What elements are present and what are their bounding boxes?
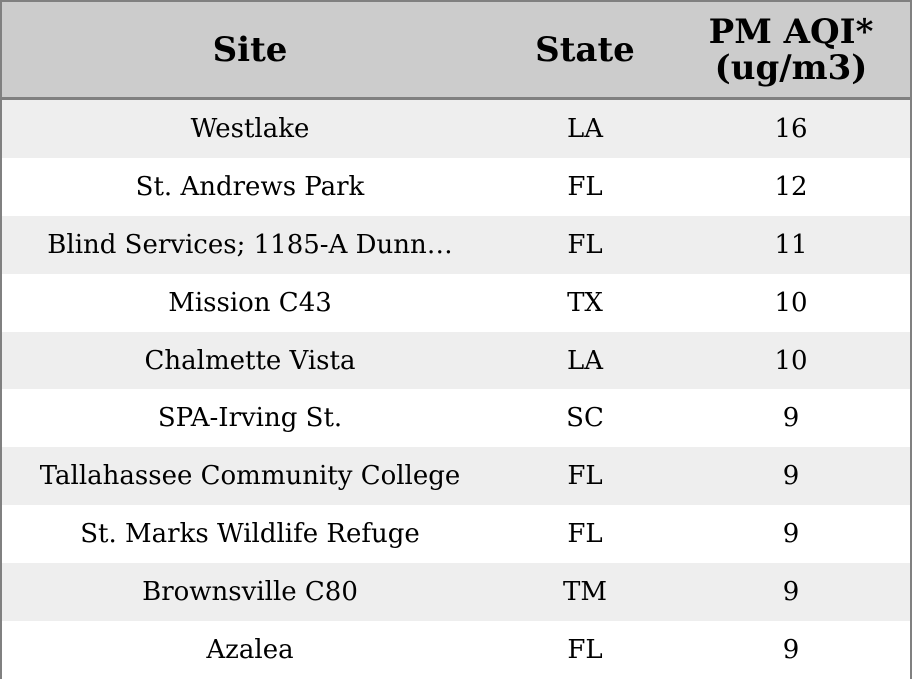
cell-site: St. Andrews Park — [135, 171, 365, 202]
cell-state: FL — [567, 634, 603, 665]
table-row: Tallahassee Community College FL 9 — [2, 447, 910, 506]
cell-pm-aqi: 16 — [774, 113, 808, 144]
cell-pm-aqi: 11 — [774, 229, 808, 260]
cell-pm-aqi: 12 — [774, 171, 808, 202]
cell-site: SPA-Irving St. — [157, 403, 343, 434]
header-site: Site — [212, 29, 288, 70]
cell-state: FL — [567, 229, 603, 260]
cell-state: LA — [566, 345, 604, 376]
cell-state: FL — [567, 171, 603, 202]
cell-site: Tallahassee Community College — [39, 461, 461, 492]
cell-state: TX — [567, 287, 603, 318]
cell-pm-aqi: 9 — [782, 577, 800, 608]
table-row: Westlake LA 16 — [2, 100, 910, 158]
cell-pm-aqi: 9 — [782, 634, 800, 665]
table-row: St. Marks Wildlife Refuge FL 9 — [2, 505, 910, 564]
table-row: Chalmette Vista LA 10 — [2, 331, 910, 390]
header-pm-aqi: PM AQI* (ug/m3) — [672, 2, 910, 97]
cell-site: Mission C43 — [168, 287, 332, 318]
cell-pm-aqi: 10 — [774, 287, 808, 318]
table-row: Brownsville C80 TM 9 — [2, 563, 910, 622]
table-row: Mission C43 TX 10 — [2, 273, 910, 332]
cell-pm-aqi: 10 — [774, 345, 808, 376]
cell-site: Chalmette Vista — [144, 345, 356, 376]
table-row: Azalea FL 9 — [2, 621, 910, 679]
cell-state: FL — [567, 519, 603, 550]
table-row: SPA-Irving St. SC 9 — [2, 389, 910, 448]
cell-state: FL — [567, 461, 603, 492]
cell-site: Westlake — [190, 113, 310, 144]
cell-pm-aqi: 9 — [782, 403, 800, 434]
table-row: St. Andrews Park FL 12 — [2, 157, 910, 216]
cell-state: TM — [563, 577, 607, 608]
header-pm-aqi-line1: PM AQI* — [708, 11, 874, 52]
table-header: Site State PM AQI* (ug/m3) — [2, 2, 910, 100]
cell-site: Blind Services; 1185-A Dunn… — [47, 229, 453, 260]
header-state: State — [535, 29, 635, 70]
cell-state: SC — [566, 403, 604, 434]
cell-state: LA — [566, 113, 604, 144]
header-pm-aqi-unit: (ug/m3) — [714, 47, 868, 88]
table-row: Blind Services; 1185-A Dunn… FL 11 — [2, 215, 910, 274]
table-body: Westlake LA 16 St. Andrews Park FL 12 Blind Se… — [2, 100, 910, 679]
cell-site: Brownsville C80 — [142, 577, 358, 608]
cell-site: Azalea — [206, 634, 294, 665]
cell-pm-aqi: 9 — [782, 519, 800, 550]
cell-pm-aqi: 9 — [782, 461, 800, 492]
cell-site: St. Marks Wildlife Refuge — [80, 519, 420, 550]
